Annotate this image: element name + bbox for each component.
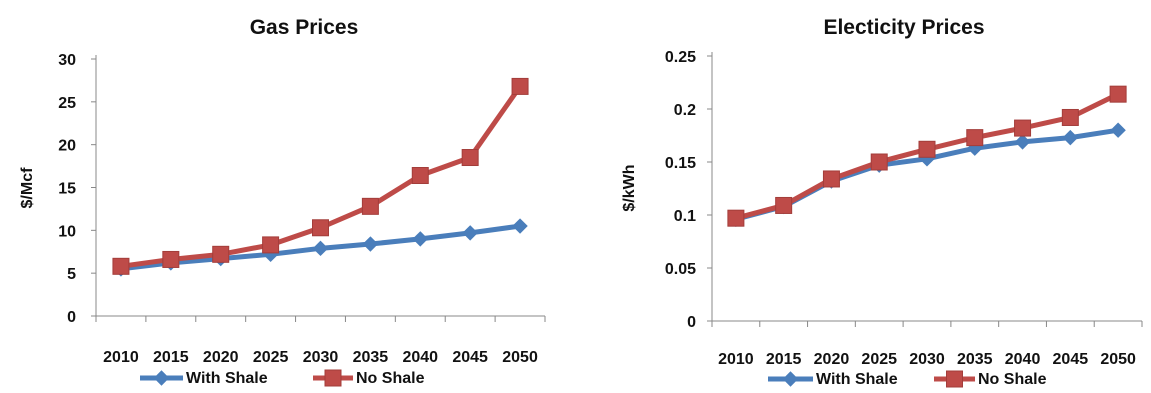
data-point-with-shale	[512, 218, 528, 234]
y-axis-label: $/kWh	[621, 164, 638, 211]
y-tick-label: 30	[58, 52, 76, 69]
data-point-with-shale	[1062, 129, 1079, 146]
x-tick-label: 2050	[1100, 351, 1136, 368]
data-point-no-shale	[312, 219, 329, 237]
data-point-with-shale	[1014, 134, 1031, 150]
x-tick-label: 2015	[153, 349, 189, 366]
y-tick-label: 0.2	[674, 102, 696, 119]
y-tick-label: 15	[58, 181, 76, 198]
data-point-no-shale	[727, 209, 745, 227]
x-tick-label: 2015	[766, 351, 802, 368]
data-point-no-shale	[262, 236, 280, 254]
data-point-no-shale	[112, 257, 130, 275]
x-tick-label: 2045	[452, 349, 488, 366]
y-tick-label: 0.25	[665, 49, 696, 66]
x-tick-label: 2030	[303, 349, 339, 366]
x-tick-label: 2040	[1005, 351, 1041, 368]
data-point-no-shale	[918, 140, 936, 158]
y-tick-label: 0	[687, 314, 696, 331]
legend-marker	[153, 370, 170, 386]
y-axis-label: $/Mcf	[19, 167, 36, 209]
y-tick-label: 0.05	[665, 261, 696, 278]
data-point-with-shale	[412, 231, 428, 247]
y-tick-label: 0.15	[665, 155, 696, 172]
legend-label: No Shale	[356, 370, 425, 387]
legend-label: With Shale	[816, 371, 898, 388]
x-tick-label: 2025	[861, 351, 897, 368]
legend-marker	[782, 371, 799, 387]
x-tick-label: 2050	[502, 349, 538, 366]
legend-marker	[324, 369, 342, 387]
x-tick-label: 2045	[1053, 351, 1089, 368]
data-point-no-shale	[1109, 85, 1127, 103]
legend-label: No Shale	[978, 371, 1047, 388]
data-point-no-shale	[511, 77, 529, 95]
x-tick-label: 2020	[203, 349, 239, 366]
x-tick-label: 2020	[814, 351, 850, 368]
electricity-prices-chart: Electicity Prices $/kWh 0 0.05 0.1 0.15 0.2 0…	[621, 16, 1143, 388]
data-point-no-shale	[1014, 119, 1032, 137]
chart-title: Electicity Prices	[823, 16, 984, 39]
data-point-no-shale	[870, 153, 888, 171]
x-tick-label: 2025	[253, 349, 289, 366]
legend-label: With Shale	[186, 370, 268, 387]
data-point-with-shale	[1110, 122, 1126, 138]
data-point-no-shale	[212, 245, 230, 263]
x-tick-label: 2010	[718, 351, 754, 368]
data-point-no-shale	[1061, 108, 1079, 126]
data-point-with-shale	[462, 225, 478, 241]
series-line-no-shale	[118, 83, 523, 269]
data-point-with-shale	[312, 240, 329, 257]
data-point-no-shale	[361, 197, 379, 215]
x-tick-label: 2040	[402, 349, 438, 366]
legend-marker	[946, 370, 963, 388]
data-point-with-shale	[362, 236, 379, 252]
data-point-no-shale	[461, 149, 479, 167]
data-point-no-shale	[966, 129, 984, 147]
y-tick-label: 5	[67, 266, 76, 283]
data-point-no-shale	[775, 196, 793, 214]
data-point-no-shale	[411, 167, 429, 185]
chart-title: Gas Prices	[250, 16, 359, 39]
x-tick-label: 2035	[353, 349, 389, 366]
x-tick-label: 2035	[957, 351, 993, 368]
y-tick-label: 0	[67, 309, 76, 326]
x-tick-label: 2030	[909, 351, 945, 368]
x-tick-label: 2010	[103, 349, 139, 366]
y-tick-label: 0.1	[674, 208, 696, 225]
data-point-no-shale	[822, 170, 840, 188]
data-point-no-shale	[162, 250, 180, 268]
y-tick-label: 20	[58, 138, 76, 155]
y-tick-label: 25	[58, 95, 76, 112]
y-tick-label: 10	[58, 223, 76, 240]
